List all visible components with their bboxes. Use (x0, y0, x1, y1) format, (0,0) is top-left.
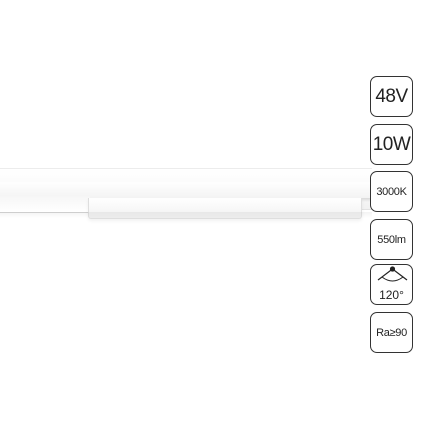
spec-cri-value: Ra≥90 (376, 326, 407, 339)
track-light-diffuser (88, 198, 362, 219)
spec-voltage-badge: 48V (370, 76, 413, 117)
spec-luminous-flux-badge: 550lm (370, 219, 413, 260)
spec-power-badge: 10W (370, 124, 413, 165)
spec-beam-angle-value: 120° (379, 288, 404, 302)
spec-luminous-flux-value: 550lm (377, 233, 406, 246)
spec-cri-badge: Ra≥90 (370, 312, 413, 353)
spec-power-value: 10W (372, 133, 411, 155)
track-light-body (0, 182, 372, 198)
spec-voltage-value: 48V (375, 85, 408, 107)
track-connector (0, 196, 90, 213)
beam-angle-icon (377, 266, 408, 282)
fixture-shadow (0, 212, 372, 218)
spec-beam-angle-badge: 120° (370, 264, 413, 305)
spec-color-temperature-value: 3000K (376, 185, 407, 198)
spec-color-temperature-badge: 3000K (370, 171, 413, 212)
